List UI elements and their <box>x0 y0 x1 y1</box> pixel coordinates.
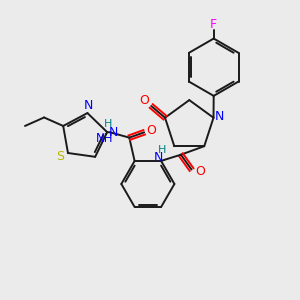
Text: O: O <box>195 165 205 178</box>
Text: N: N <box>215 110 225 123</box>
Text: O: O <box>139 94 149 107</box>
Text: N: N <box>84 99 93 112</box>
Text: N: N <box>109 126 118 139</box>
Text: H: H <box>158 146 166 155</box>
Text: F: F <box>210 18 217 31</box>
Text: NH: NH <box>96 132 114 145</box>
Text: O: O <box>147 124 157 137</box>
Text: S: S <box>56 150 64 163</box>
Text: N: N <box>154 152 163 164</box>
Text: H: H <box>104 119 112 129</box>
